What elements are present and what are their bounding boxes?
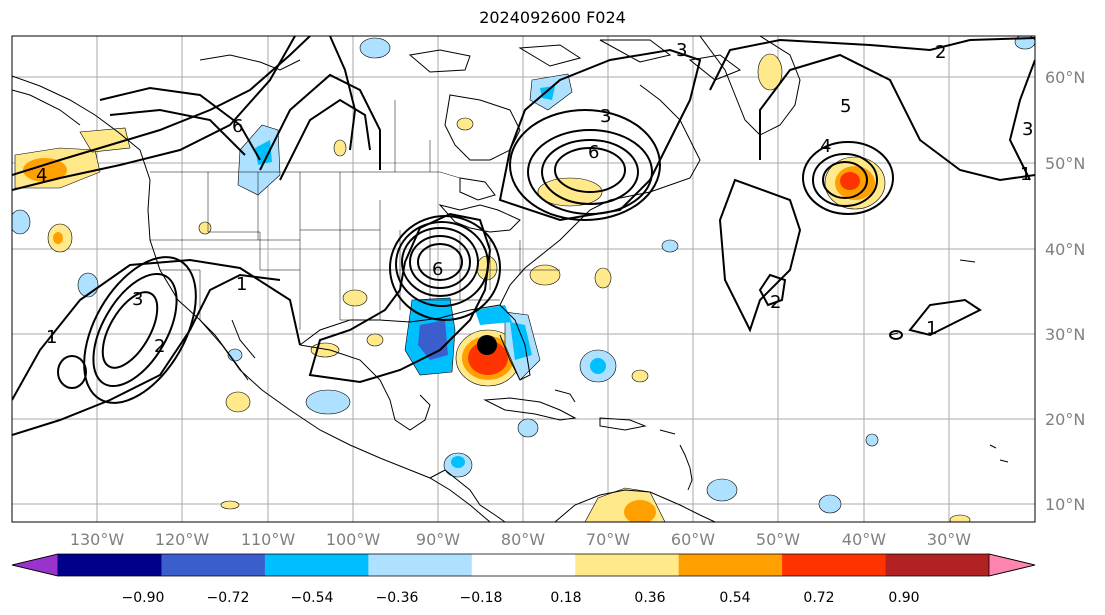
contour-label: 1 xyxy=(236,274,247,295)
contour-lines xyxy=(12,36,1035,436)
longitude-axis: 130°W 120°W 110°W 100°W 90°W 80°W 70°W 6… xyxy=(70,530,971,549)
lon-label: 90°W xyxy=(416,530,460,549)
contour-label: 1 xyxy=(46,327,57,348)
plot-frame xyxy=(11,35,1036,523)
colorbar-segment xyxy=(368,554,473,576)
colorbar-tick: −0.36 xyxy=(376,590,419,606)
lat-label: 20°N xyxy=(1045,410,1085,429)
lon-label: 130°W xyxy=(70,530,125,549)
coastlines xyxy=(12,36,1009,522)
lon-label: 80°W xyxy=(501,530,545,549)
colorbar-tick: 0.54 xyxy=(719,590,750,606)
colorbar-outline xyxy=(11,553,1036,577)
lon-label: 30°W xyxy=(927,530,971,549)
colorbar-tick: 0.90 xyxy=(888,590,919,606)
contour-label: 3 xyxy=(600,106,611,127)
colorbar xyxy=(11,553,1036,577)
colorbar-segment xyxy=(782,554,887,576)
colorbar-tick: −0.90 xyxy=(122,590,165,606)
contour-label: 1 xyxy=(1020,164,1031,185)
colorbar-tick: 0.72 xyxy=(803,590,834,606)
lat-label: 30°N xyxy=(1045,325,1085,344)
colorbar-extend-max xyxy=(988,553,1036,577)
lon-label: 70°W xyxy=(586,530,630,549)
contour-label: 4 xyxy=(820,136,831,157)
contour-label: 2 xyxy=(770,292,781,313)
contour-label: 2 xyxy=(154,336,165,357)
colorbar-tick: 0.18 xyxy=(550,590,581,606)
lat-label: 50°N xyxy=(1045,154,1085,173)
latitude-axis: 60°N 50°N 40°N 30°N 20°N 10°N xyxy=(1045,68,1085,514)
colorbar-segment xyxy=(161,554,266,576)
contour-label: 3 xyxy=(676,40,687,61)
lon-label: 60°W xyxy=(671,530,715,549)
contour-label-group: 4 6 1 3 1 2 3 6 3 2 5 4 2 1 6 1 3 xyxy=(36,40,1033,357)
colorbar-tick: −0.18 xyxy=(460,590,503,606)
colorbar-segment xyxy=(678,554,783,576)
colorbar-segment xyxy=(264,554,369,576)
contour-label: 6 xyxy=(588,142,599,163)
lat-label: 60°N xyxy=(1045,68,1085,87)
colorbar-segment xyxy=(58,554,162,576)
lon-label: 100°W xyxy=(326,530,381,549)
contour-label: 2 xyxy=(935,42,946,63)
contour-label: 5 xyxy=(840,96,851,117)
colorbar-tick: 0.36 xyxy=(634,590,665,606)
contour-label: 3 xyxy=(1022,119,1033,140)
colorbar-segment xyxy=(575,554,680,576)
colorbar-tick: −0.72 xyxy=(207,590,250,606)
colorbar-tick: −0.54 xyxy=(291,590,334,606)
contour-label: 6 xyxy=(432,259,443,280)
lon-label: 110°W xyxy=(241,530,296,549)
lat-label: 40°N xyxy=(1045,240,1085,259)
colorbar-ticks: −0.90 −0.72 −0.54 −0.36 −0.18 0.18 0.36 … xyxy=(122,590,920,606)
colorbar-segment xyxy=(471,554,576,576)
lon-label: 120°W xyxy=(155,530,210,549)
contour-label: 3 xyxy=(132,289,143,310)
map-title: 2024092600 F024 xyxy=(479,8,626,27)
contour-label: 1 xyxy=(926,318,937,339)
colorbar-segment xyxy=(885,554,990,576)
colorbar-extend-min xyxy=(11,553,59,577)
contour-label: 6 xyxy=(232,116,243,137)
lon-label: 40°W xyxy=(842,530,886,549)
contour-label: 4 xyxy=(36,165,47,186)
lat-label: 10°N xyxy=(1045,495,1085,514)
lon-label: 50°W xyxy=(756,530,800,549)
